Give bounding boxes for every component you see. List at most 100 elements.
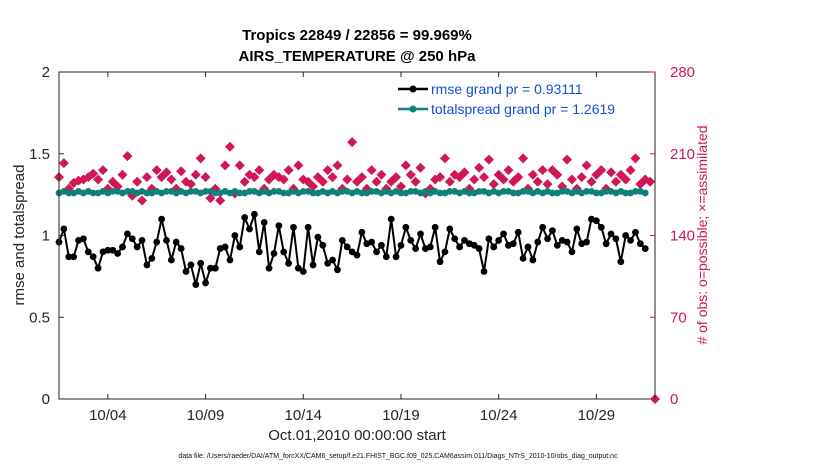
rmse-point	[563, 238, 571, 246]
totalspread-point	[358, 189, 366, 197]
rmse-point	[172, 238, 180, 246]
rmse-point	[397, 241, 405, 249]
obs-count-point	[117, 169, 128, 180]
rmse-point	[524, 243, 532, 251]
rmse-point	[319, 241, 327, 249]
rmse-point	[592, 217, 600, 225]
legend: rmse grand pr = 0.93111 totalspread gran…	[398, 81, 615, 117]
totalspread-point	[509, 189, 517, 197]
rmse-point	[358, 228, 366, 236]
rmse-point	[123, 230, 131, 238]
rmse-point	[431, 223, 439, 231]
rmse-point	[163, 237, 170, 244]
rmse-point	[470, 241, 478, 249]
obs-count-point	[122, 151, 133, 162]
obs-count-point	[166, 174, 177, 185]
rmse-point	[236, 243, 244, 251]
totalspread-point	[236, 189, 244, 197]
obs-count-point	[293, 160, 304, 171]
obs-count-point	[542, 179, 553, 190]
rmse-point	[231, 232, 239, 239]
rmse-point	[353, 251, 361, 259]
rmse-point	[260, 219, 268, 226]
rmse-point	[251, 210, 258, 218]
plot-area	[54, 137, 660, 404]
obs-count-point	[200, 172, 211, 183]
rmse-point	[412, 245, 420, 252]
rmse-point	[138, 237, 146, 244]
x-tick-label: 10/14	[284, 407, 322, 424]
totalspread-point	[592, 189, 600, 197]
rmse-point	[177, 245, 185, 252]
obs-count-point	[586, 176, 597, 187]
obs-count-point	[278, 174, 289, 185]
rmse-point	[480, 268, 488, 275]
rmse-point	[573, 225, 581, 233]
rmse-point	[324, 259, 332, 267]
obs-count-point	[503, 165, 514, 176]
legend-marker-totalspread	[409, 105, 417, 113]
obs-count-point	[234, 160, 245, 171]
rmse-point	[207, 264, 214, 272]
obs-count-point	[317, 176, 328, 187]
x-axis-label: Oct.01,2010 00:00:00 start	[268, 427, 446, 444]
rmse-point	[187, 261, 195, 269]
rmse-point	[485, 235, 493, 243]
obs-count-point	[93, 174, 104, 185]
rmse-point	[202, 279, 209, 287]
rmse-point	[148, 254, 156, 262]
rmse-point	[402, 223, 410, 231]
rmse-point	[602, 240, 610, 248]
obs-count-point	[224, 141, 235, 152]
totalspread-point	[309, 189, 317, 197]
rmse-point	[192, 281, 200, 288]
rmse-point	[221, 243, 229, 251]
rmse-point	[70, 253, 78, 261]
rmse-point	[514, 228, 522, 236]
y-right-tick-label: 70	[670, 309, 687, 326]
rmse-point	[636, 240, 644, 248]
rmse-point	[539, 223, 547, 231]
totalspread-point	[632, 187, 639, 195]
rmse-point	[461, 237, 468, 244]
obs-count-point	[366, 165, 377, 176]
rmse-point	[80, 235, 87, 243]
y-axis-label-left: rmse and totalspread	[11, 165, 28, 306]
rmse-point	[65, 253, 73, 261]
obs-count-point	[606, 167, 617, 178]
rmse-point	[407, 237, 415, 244]
rmse-point	[241, 214, 249, 221]
rmse-point	[109, 246, 117, 254]
obs-count-point	[132, 176, 143, 187]
rmse-point	[597, 223, 605, 231]
rmse-point	[607, 230, 615, 238]
rmse-point	[475, 245, 483, 252]
rmse-point	[128, 235, 136, 243]
obs-count-point	[566, 174, 577, 185]
rmse-point	[314, 233, 322, 241]
rmse-point	[133, 243, 141, 251]
obs-count-point	[137, 195, 148, 206]
obs-count-point	[513, 172, 524, 183]
rmse-point	[89, 253, 97, 261]
y-right-tick-label: 210	[670, 146, 695, 163]
obs-count-point	[488, 179, 499, 190]
obs-count-point	[630, 153, 641, 164]
obs-count-point	[610, 176, 621, 187]
x-tick-label: 10/19	[382, 407, 420, 424]
obs-count-point	[625, 165, 636, 176]
obs-count-point	[195, 153, 206, 164]
rmse-point	[612, 235, 620, 243]
obs-count-point	[215, 195, 226, 206]
obs-count-point	[498, 174, 509, 185]
obs-count-point	[620, 174, 631, 185]
obs-count-point	[332, 160, 343, 171]
rmse-point	[632, 228, 639, 236]
rmse-point	[544, 235, 551, 243]
rmse-point	[158, 215, 165, 223]
rmse-point	[500, 230, 507, 238]
obs-count-point	[347, 137, 358, 148]
totalspread-point	[109, 187, 117, 195]
obs-count-point	[176, 166, 187, 177]
